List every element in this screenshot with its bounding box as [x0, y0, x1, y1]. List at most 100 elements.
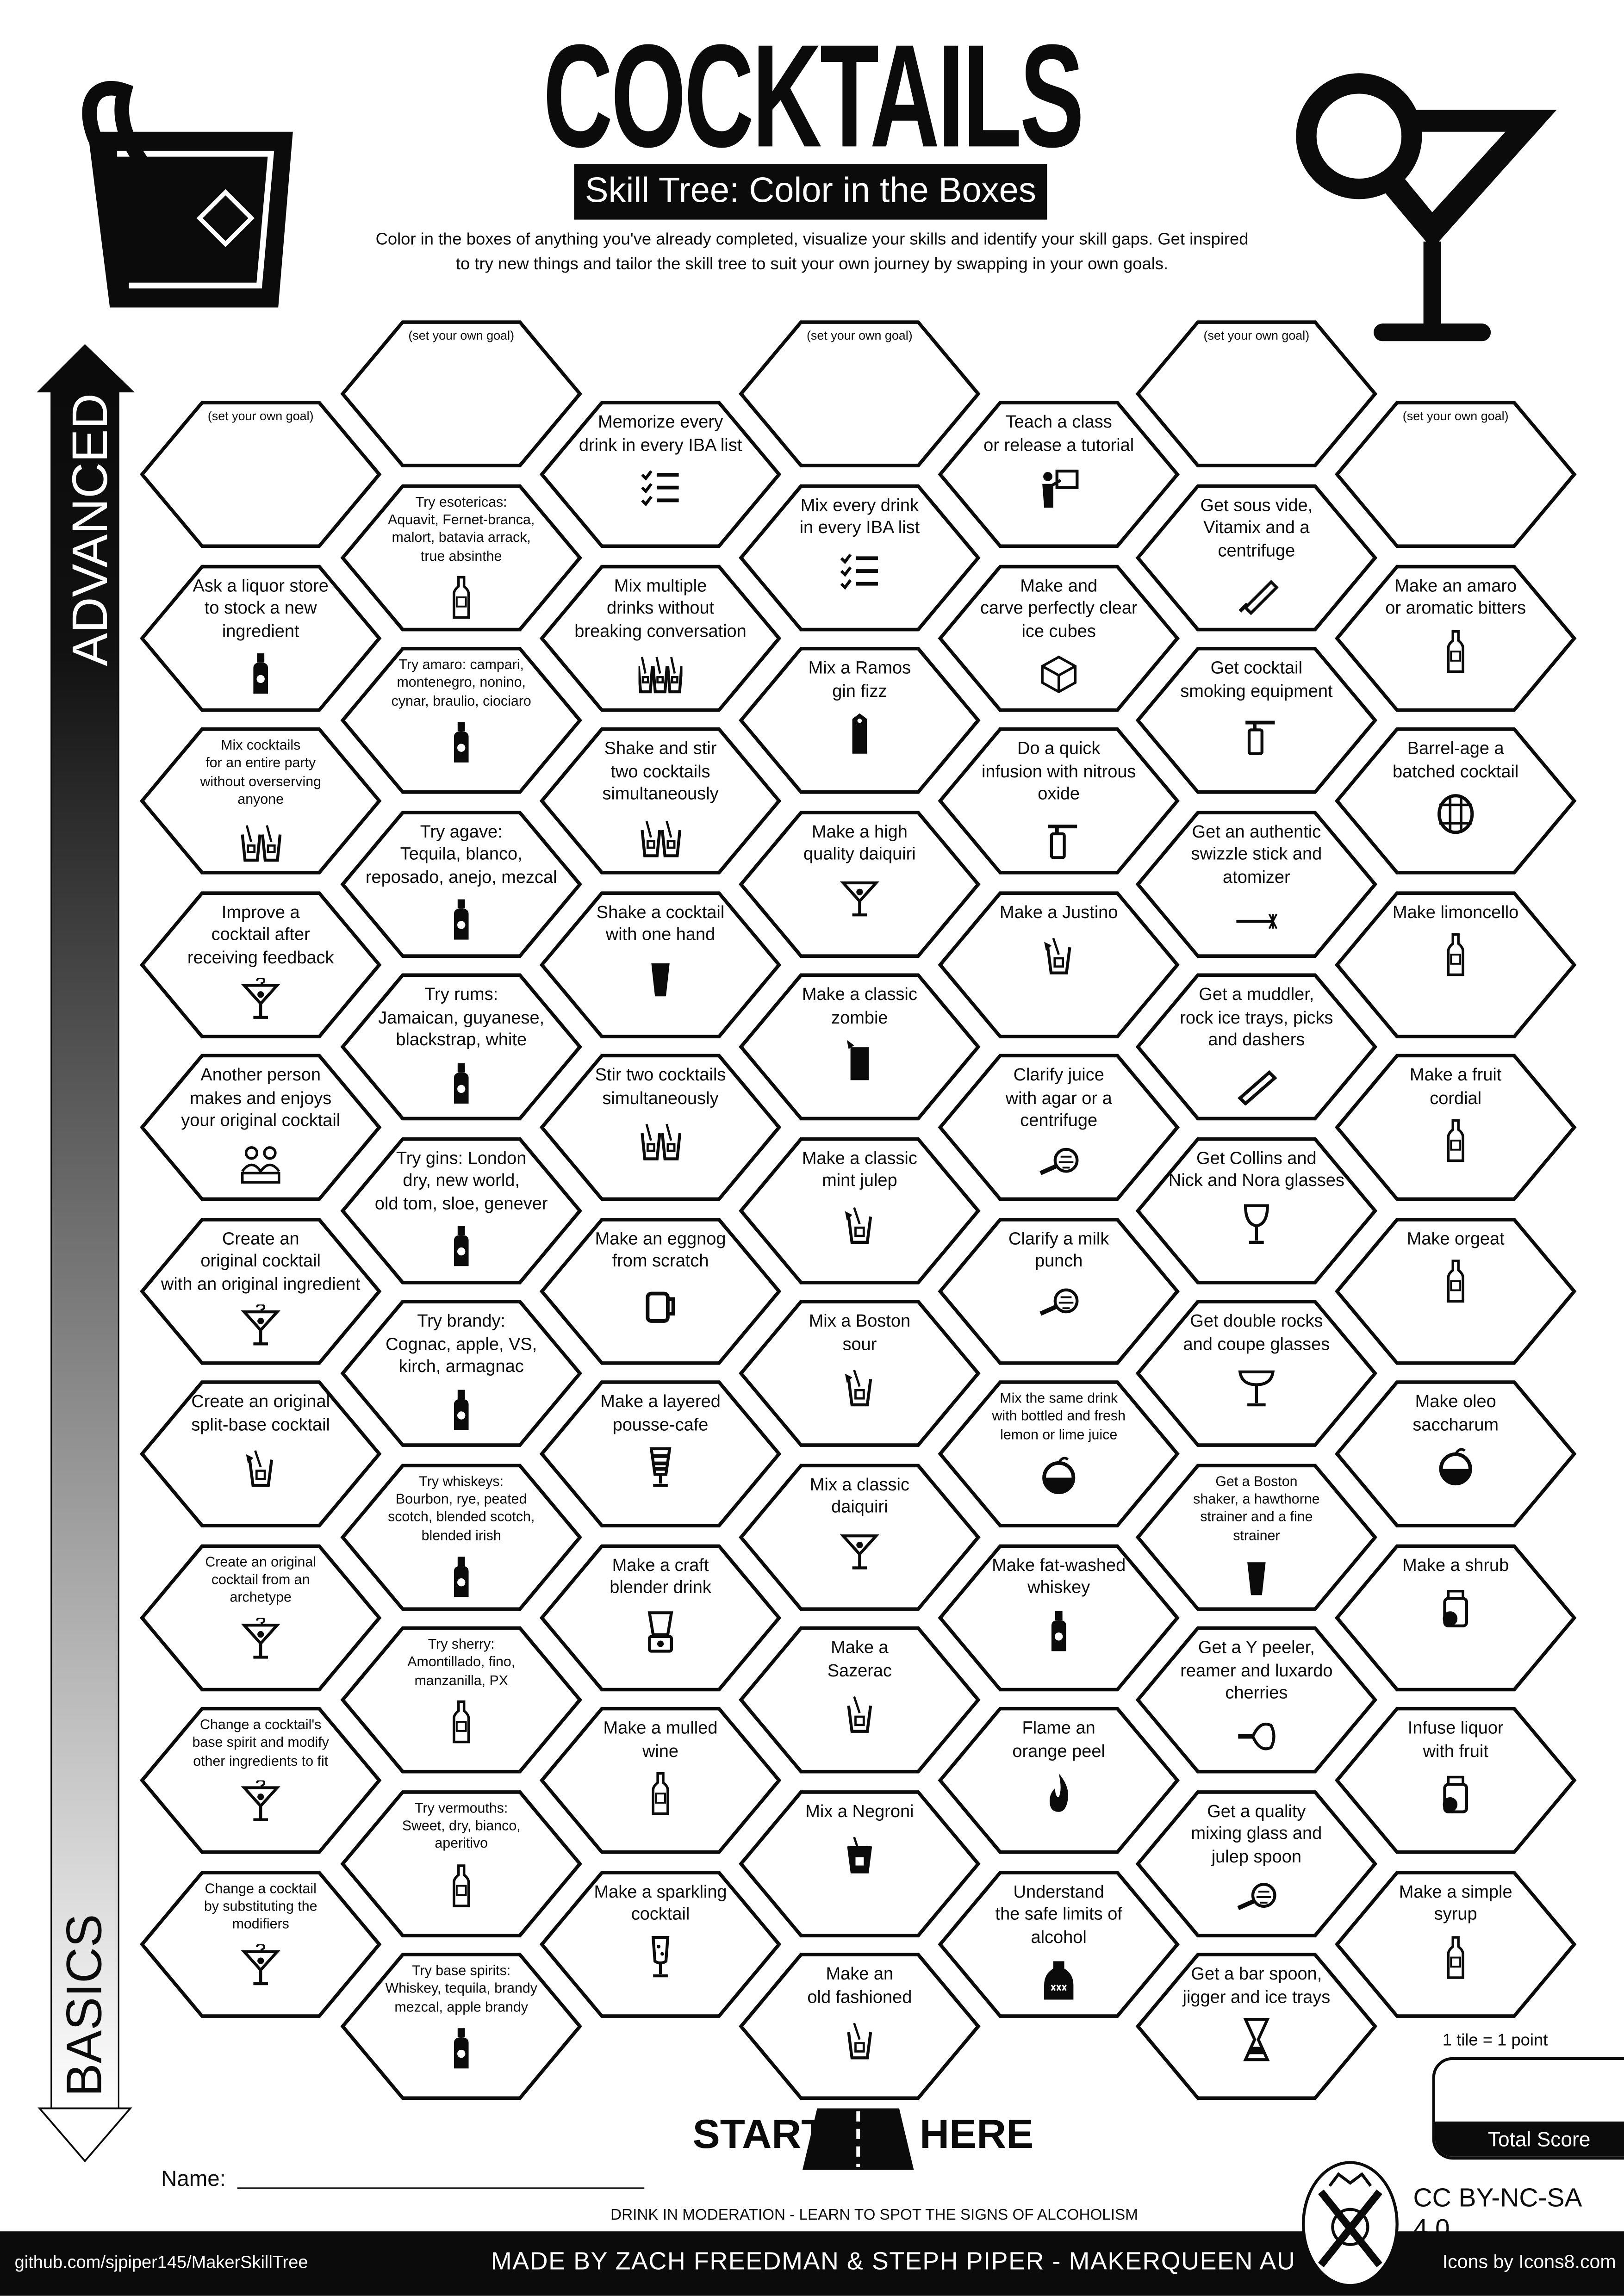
- skill-hex: Get a Boston shaker, a hawthorne straine…: [1135, 1463, 1378, 1610]
- strainer-icon: [1039, 1287, 1079, 1315]
- advanced-label: ADVANCED: [63, 393, 119, 666]
- hex-outline: [938, 401, 1180, 548]
- skill-hex: Make a simple syrup: [1334, 1870, 1577, 2017]
- whiskey-bottle-icon: [1051, 1610, 1066, 1651]
- bottle-outline-icon: [652, 1772, 669, 1815]
- skill-label: Get a quality mixing glass and julep spo…: [1191, 1800, 1322, 1866]
- skill-hex: Understand the safe limits of alcohol: [938, 1870, 1180, 2017]
- muddler-icon: [1238, 1069, 1277, 1105]
- intro-line: Color in the boxes of anything you've al…: [375, 231, 1249, 249]
- martini-glass-icon: [840, 881, 880, 916]
- skill-label: Make and carve perfectly clear ice cubes: [980, 574, 1138, 641]
- whiskey-bottle-icon: [454, 1389, 469, 1430]
- skill-hex: Try vermouths: Sweet, dry, bianco, aperi…: [340, 1789, 582, 1937]
- skill-hex: Make a sparkling cocktail: [539, 1870, 782, 2017]
- skill-hex: Make limoncello: [1334, 890, 1577, 1038]
- whiskey-bottle-icon: [454, 2028, 469, 2069]
- basics-label: BASICS: [57, 1914, 113, 2097]
- skill-label: Try gins: London dry, new world, old tom…: [374, 1147, 548, 1213]
- skill-label: Make a shrub: [1402, 1554, 1509, 1575]
- skill-label: Make a sparkling cocktail: [594, 1880, 727, 1924]
- hex-outline: [340, 1136, 582, 1284]
- hex-outline: [340, 646, 582, 794]
- title-text: COCKTAILS: [542, 14, 1083, 179]
- skill-label: Get a Boston shaker, a hawthorne straine…: [1193, 1473, 1320, 1545]
- subtitle-banner: Skill Tree: Color in the Boxes: [574, 164, 1047, 220]
- hex-outline: [539, 727, 782, 875]
- whiskey-bottle-icon: [454, 1226, 469, 1266]
- skill-label: Create an original cocktail with an orig…: [161, 1228, 361, 1294]
- skill-label: Mix multiple drinks without breaking con…: [574, 574, 747, 641]
- skill-label: Try esotericas: Aquavit, Fernet-branca, …: [388, 494, 535, 565]
- total-score-label: Total Score: [1435, 2121, 1624, 2157]
- skill-label: Improve a cocktail after receiving feedb…: [187, 901, 334, 967]
- skill-hex: Get a quality mixing glass and julep spo…: [1135, 1789, 1378, 1937]
- skill-hex: Make a Justino: [938, 890, 1180, 1038]
- skill-hex: Change a cocktail by substituting the mo…: [139, 1870, 382, 2017]
- skill-label: Try vermouths: Sweet, dry, bianco, aperi…: [402, 1800, 521, 1853]
- skill-label: Mix the same drink with bottled and fres…: [992, 1390, 1126, 1444]
- hex-outline: [1135, 484, 1378, 631]
- skill-hex: Mix cocktails for an entire party withou…: [139, 727, 382, 875]
- hex-outline: [539, 1544, 782, 1691]
- shaker-icon: [1247, 1562, 1266, 1595]
- people-icon: [241, 1145, 280, 1183]
- hex-outline: [539, 1054, 782, 1201]
- start-label: START: [692, 2111, 827, 2157]
- skill-hex: Make a mulled wine: [539, 1706, 782, 1854]
- hex-outline: [340, 810, 582, 957]
- skill-label: Mix a classic daiquiri: [809, 1473, 909, 1517]
- bottle-outline-icon: [453, 1700, 470, 1744]
- rocks-glass-garnish-icon: [1044, 937, 1071, 974]
- hex-outline: [539, 1217, 782, 1365]
- bottle-outline-icon: [1447, 629, 1464, 672]
- skill-hex: Create an original cocktail with an orig…: [139, 1217, 382, 1365]
- hex-outline: [139, 1380, 382, 1527]
- hex-outline: [739, 1300, 981, 1447]
- fire-icon: [1049, 1773, 1069, 1812]
- hex-outline: [340, 320, 582, 468]
- skill-hex: Get a Y peeler, reamer and luxardo cherr…: [1135, 1626, 1378, 1774]
- skill-label: Shake a cocktail with one hand: [596, 901, 725, 944]
- skill-label: Make an amaro or aromatic bitters: [1385, 574, 1526, 618]
- skill-hex: Get a bar spoon, jigger and ice trays: [1135, 1953, 1378, 2100]
- skill-hex: Get an authentic swizzle stick and atomi…: [1135, 810, 1378, 957]
- skill-label: Make a simple syrup: [1399, 1880, 1512, 1924]
- skill-hex: Make a fruit cordial: [1334, 1054, 1577, 1201]
- skill-label: Create an original split-base cocktail: [191, 1390, 330, 1434]
- skill-label: Try sherry: Amontillado, fino, manzanill…: [407, 1637, 516, 1689]
- hex-outline: [539, 564, 782, 711]
- hex-outline: [1334, 1706, 1577, 1854]
- name-field[interactable]: [237, 2187, 645, 2189]
- skill-hex: Stir two cocktails simultaneously: [539, 1054, 782, 1201]
- skill-hex: Mix a classic daiquiri: [739, 1463, 981, 1610]
- tag-icon: [852, 713, 867, 754]
- skill-label: Get a bar spoon, jigger and ice trays: [1182, 1963, 1331, 2007]
- skill-label: Try agave: Tequila, blanco, reposado, an…: [365, 820, 557, 887]
- martini-question-icon: [241, 1781, 280, 1822]
- skill-label: Make a mulled wine: [603, 1717, 718, 1761]
- teacher-icon: [1042, 469, 1079, 508]
- hex-outline: [938, 727, 1180, 875]
- hex-outline: [739, 973, 981, 1121]
- hex-outline: [1135, 1463, 1378, 1610]
- skill-label: (set your own goal): [1203, 328, 1310, 343]
- hex-outline: [340, 1626, 582, 1774]
- skill-hex: (set your own goal): [739, 320, 981, 468]
- hex-outline: [739, 1953, 981, 2100]
- coupe-glass-icon: [1238, 1370, 1275, 1407]
- skill-label: Change a cocktail's base spirit and modi…: [192, 1717, 329, 1770]
- total-score-box[interactable]: Total Score: [1432, 2057, 1624, 2160]
- skill-label: Try base spirits: Whiskey, tequila, bran…: [385, 1963, 537, 2016]
- skill-hex: Try gins: London dry, new world, old tom…: [340, 1136, 582, 1284]
- skill-label: Shake and stir two cocktails simultaneou…: [602, 738, 719, 804]
- checklist-icon: [840, 552, 878, 589]
- three-rocks-glasses-icon: [638, 657, 683, 694]
- skill-hex: Make an old fashioned: [739, 1953, 981, 2100]
- skill-hex: Make a Sazerac: [739, 1626, 981, 1774]
- github-link[interactable]: github.com/sjpiper145/MakerSkillTree: [14, 2252, 308, 2272]
- scoring-rule: 1 tile = 1 point: [1442, 2032, 1548, 2050]
- here-label: HERE: [920, 2111, 1034, 2157]
- hex-outline: [1135, 1626, 1378, 1774]
- icons-credit[interactable]: Icons by Icons8.com: [1442, 2250, 1616, 2272]
